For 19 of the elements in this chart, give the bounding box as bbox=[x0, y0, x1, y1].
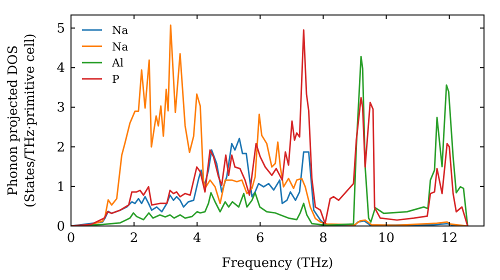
x-tick-label: 4 bbox=[192, 231, 202, 246]
x-axis-title: Frequency (THz) bbox=[222, 256, 334, 271]
y-tick-label: 2 bbox=[56, 140, 65, 156]
x-tick-label: 8 bbox=[319, 231, 328, 246]
legend-label: Na bbox=[112, 24, 129, 37]
x-tick-label: 0 bbox=[66, 231, 76, 246]
legend-label: Na bbox=[112, 40, 129, 54]
y-tick-label: 1 bbox=[56, 180, 65, 195]
y-tick-label: 0 bbox=[56, 220, 65, 234]
x-tick-label: 6 bbox=[256, 231, 264, 246]
legend-label: Al bbox=[111, 56, 124, 70]
legend-label: P bbox=[112, 72, 120, 86]
x-tick-label: 10 bbox=[378, 231, 395, 246]
y-tick-label: 3 bbox=[56, 100, 65, 116]
y-tick-label: 4 bbox=[56, 61, 65, 76]
y-tick-label: 5 bbox=[56, 22, 65, 37]
y-axis-title: Phonon projected DOS (States/THz·primitive cell) bbox=[6, 33, 38, 208]
x-tick-label: 2 bbox=[130, 231, 138, 246]
x-tick-label: 12 bbox=[441, 231, 458, 246]
